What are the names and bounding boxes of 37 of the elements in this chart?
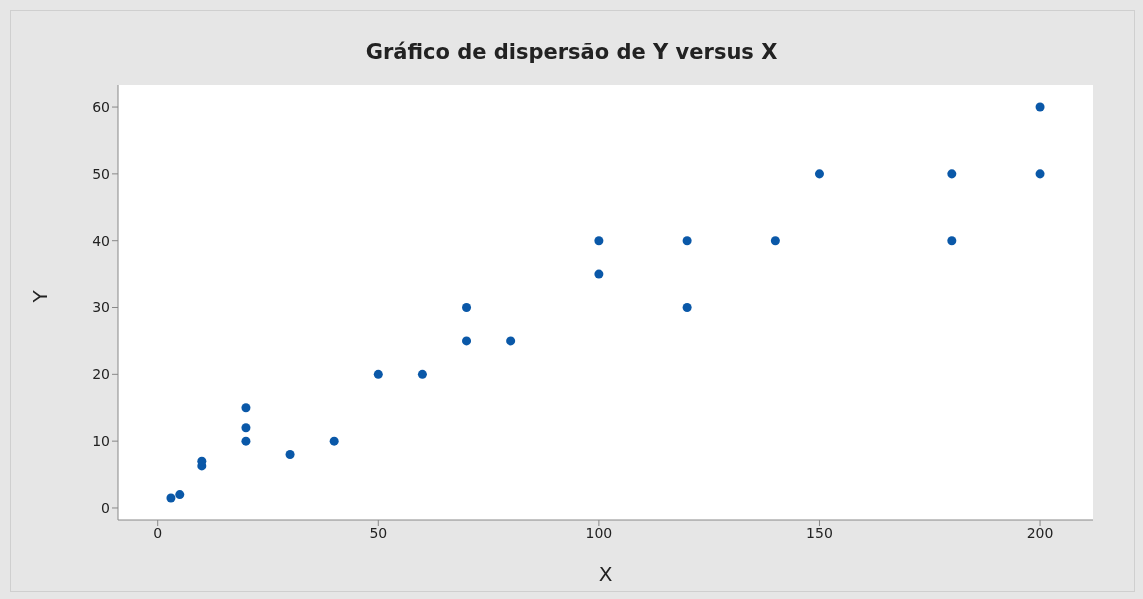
point: [166, 493, 176, 503]
point: [682, 303, 692, 313]
point: [770, 236, 780, 246]
point: [285, 450, 295, 460]
point: [241, 403, 251, 413]
x-tick-label: 100: [585, 524, 613, 541]
y-tick-label: 50: [92, 165, 110, 182]
point: [462, 336, 472, 346]
x-tick-label: 50: [369, 524, 388, 541]
point: [175, 490, 185, 500]
point: [594, 269, 604, 279]
x-tick-label: 0: [153, 524, 163, 541]
y-tick-label: 10: [92, 433, 110, 450]
point: [814, 169, 824, 179]
point: [947, 169, 957, 179]
y-tick-label: 20: [92, 366, 110, 383]
x-tick-label: 150: [806, 524, 833, 541]
point: [373, 369, 383, 379]
y-tick-label: 40: [92, 232, 110, 249]
point: [417, 369, 427, 379]
point: [462, 303, 472, 313]
point: [506, 336, 516, 346]
point: [1035, 102, 1045, 112]
point: [329, 436, 339, 446]
y-tick-label: 30: [92, 299, 110, 316]
x-tick-label: 200: [1026, 524, 1054, 541]
chart-title: Gráfico de dispersão de Y versus X: [364, 40, 779, 64]
point: [241, 423, 251, 433]
point: [241, 436, 251, 446]
point: [1035, 169, 1045, 179]
y-axis-title: Y: [28, 289, 53, 304]
point: [947, 236, 957, 246]
x-axis-title: X: [598, 562, 613, 586]
point: [682, 236, 692, 246]
point: [594, 236, 604, 246]
y-tick-label: 0: [101, 499, 110, 516]
y-tick-label: 60: [92, 99, 110, 116]
